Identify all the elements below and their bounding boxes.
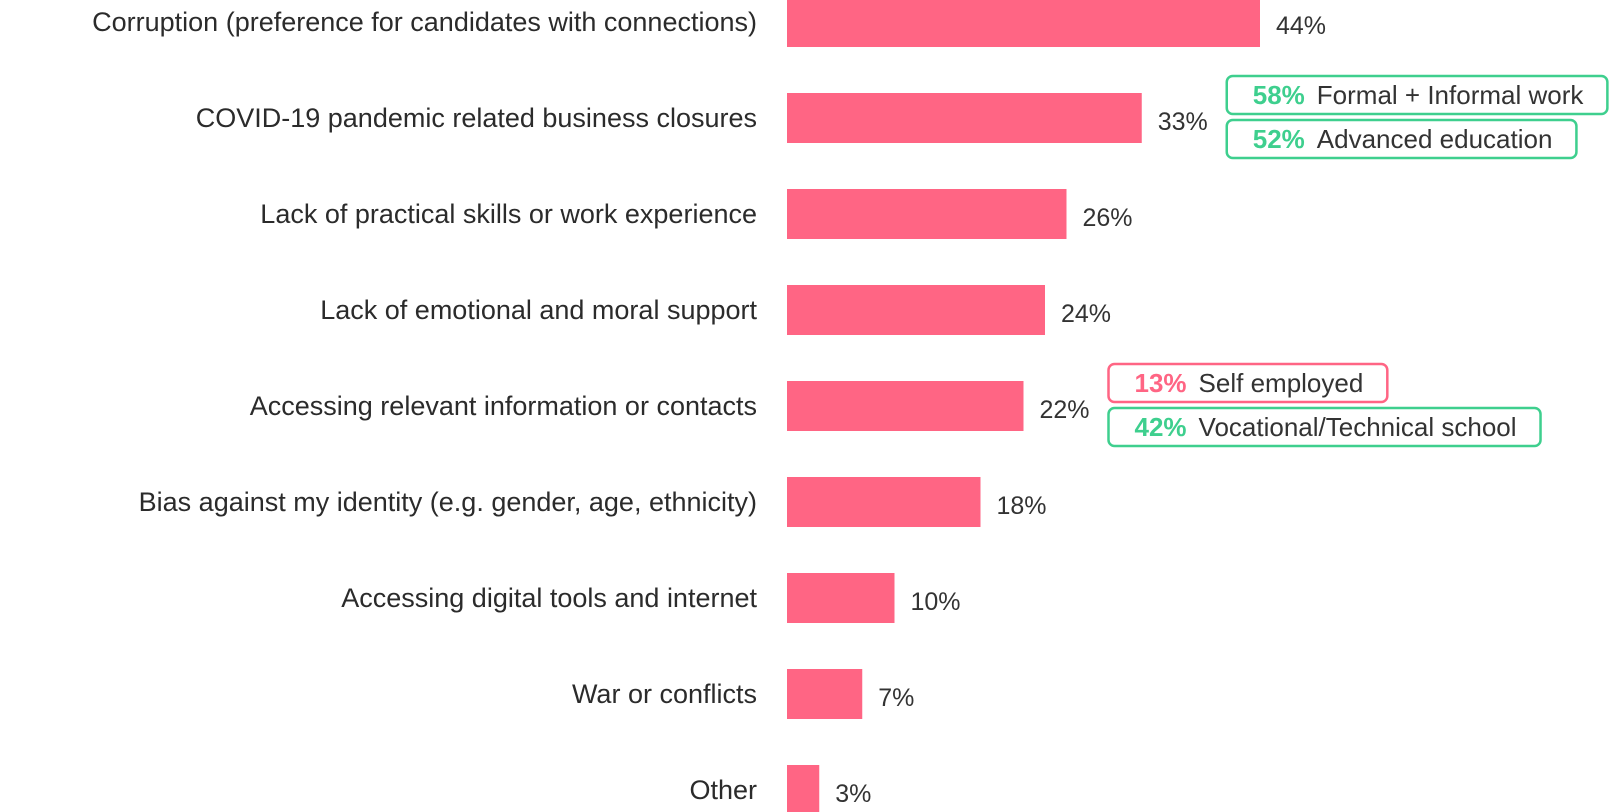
annotation-box	[1107, 362, 1389, 404]
annotation-value: 13%	[1135, 368, 1187, 398]
category-label: Other	[689, 775, 757, 805]
annotation-box	[1225, 118, 1578, 160]
annotation-label: Formal + Informal work	[1317, 80, 1585, 110]
annotation-label: Self employed	[1199, 368, 1364, 398]
annotation-value: 58%	[1253, 80, 1305, 110]
annotation-box	[1225, 74, 1609, 116]
category-label: Bias against my identity (e.g. gender, a…	[139, 487, 757, 517]
category-label: Accessing digital tools and internet	[341, 583, 757, 613]
value-label: 10%	[911, 588, 961, 616]
bar	[787, 189, 1067, 239]
value-label: 3%	[835, 780, 871, 808]
value-label: 7%	[878, 684, 914, 712]
annotation-value: 42%	[1135, 412, 1187, 442]
bar	[787, 285, 1045, 335]
value-label: 26%	[1083, 204, 1133, 232]
annotation-box	[1107, 406, 1542, 448]
bar	[787, 0, 1260, 47]
annotation-group: 58% Formal + Informal work 52% Advanced edu…	[1225, 74, 1609, 160]
value-label: 22%	[1040, 396, 1090, 424]
value-label: 33%	[1158, 108, 1208, 136]
annotation-label: Vocational/Technical school	[1199, 412, 1517, 442]
category-labels-group: Corruption (preference for candidates wi…	[92, 7, 757, 805]
bar	[787, 477, 981, 527]
bar	[787, 573, 895, 623]
value-labels-group: 44% 33% 26% 24% 22% 18% 10% 7% 3%	[835, 12, 1326, 808]
annotation-group: 13% Self employed 42% Vocational/Technical …	[1107, 362, 1542, 448]
category-label: COVID-19 pandemic related business closu…	[196, 103, 757, 133]
category-label: Accessing relevant information or contac…	[250, 391, 757, 421]
value-label: 18%	[997, 492, 1047, 520]
category-label: Lack of emotional and moral support	[320, 295, 757, 325]
category-label: Corruption (preference for candidates wi…	[92, 7, 757, 37]
bars-group	[787, 0, 1260, 812]
bar	[787, 765, 820, 812]
bar	[787, 669, 863, 719]
annotations-group: 58% Formal + Informal work 52% Advanced edu…	[1107, 74, 1609, 448]
annotation-value: 52%	[1253, 124, 1305, 154]
annotation-label: Advanced education	[1317, 124, 1553, 154]
category-label: War or conflicts	[572, 679, 757, 709]
bar	[787, 381, 1024, 431]
bar	[787, 93, 1142, 143]
value-label: 24%	[1061, 300, 1111, 328]
value-label: 44%	[1276, 12, 1326, 40]
category-label: Lack of practical skills or work experie…	[260, 199, 757, 229]
